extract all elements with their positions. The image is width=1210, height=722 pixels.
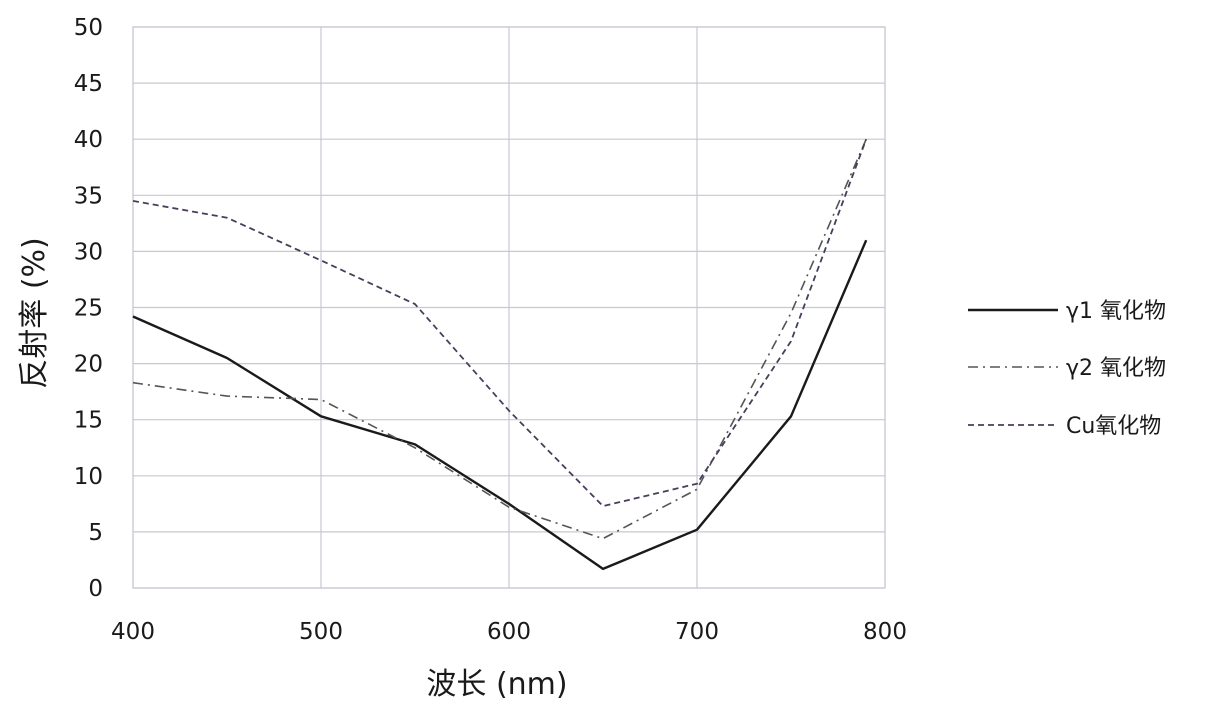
y-tick-label: 15 [74, 408, 103, 434]
series-line-1 [132, 239, 868, 571]
y-tick-label: 5 [88, 520, 103, 546]
x-tick-label: 500 [299, 619, 343, 645]
plot-frame [132, 26, 886, 589]
legend-label-2: γ2 氧化物 [1066, 356, 1166, 381]
x-tick-label: 700 [675, 619, 719, 645]
y-tick-label: 40 [74, 127, 103, 153]
x-tick-label: 800 [863, 619, 907, 645]
legend-label-3: Cu氧化物 [1066, 414, 1161, 439]
y-tick-label: 20 [74, 352, 103, 378]
series-line-2 [132, 138, 867, 540]
y-tick-label: 45 [74, 71, 103, 97]
y-tick-label: 10 [74, 464, 103, 490]
series-lines [132, 138, 868, 571]
legend: γ1 氧化物 γ2 氧化物 Cu氧化物 [968, 299, 1166, 439]
y-tick-labels: 0 5 10 15 20 25 30 35 40 45 50 [74, 15, 103, 602]
y-tick-label: 50 [74, 15, 103, 41]
grid-lines [132, 26, 886, 589]
legend-label-1: γ1 氧化物 [1066, 299, 1166, 324]
y-tick-label: 35 [74, 183, 103, 209]
x-tick-label: 600 [487, 619, 531, 645]
series-line-3 [132, 138, 868, 508]
x-tick-label: 400 [111, 619, 155, 645]
x-axis-title: 波长 (nm) [426, 667, 567, 702]
y-tick-label: 30 [74, 239, 103, 265]
y-tick-label: 25 [74, 296, 103, 322]
y-axis-title: 反射率 (%) [17, 237, 52, 388]
y-tick-label: 0 [88, 576, 103, 602]
x-tick-labels: 400 500 600 700 800 [111, 619, 907, 645]
